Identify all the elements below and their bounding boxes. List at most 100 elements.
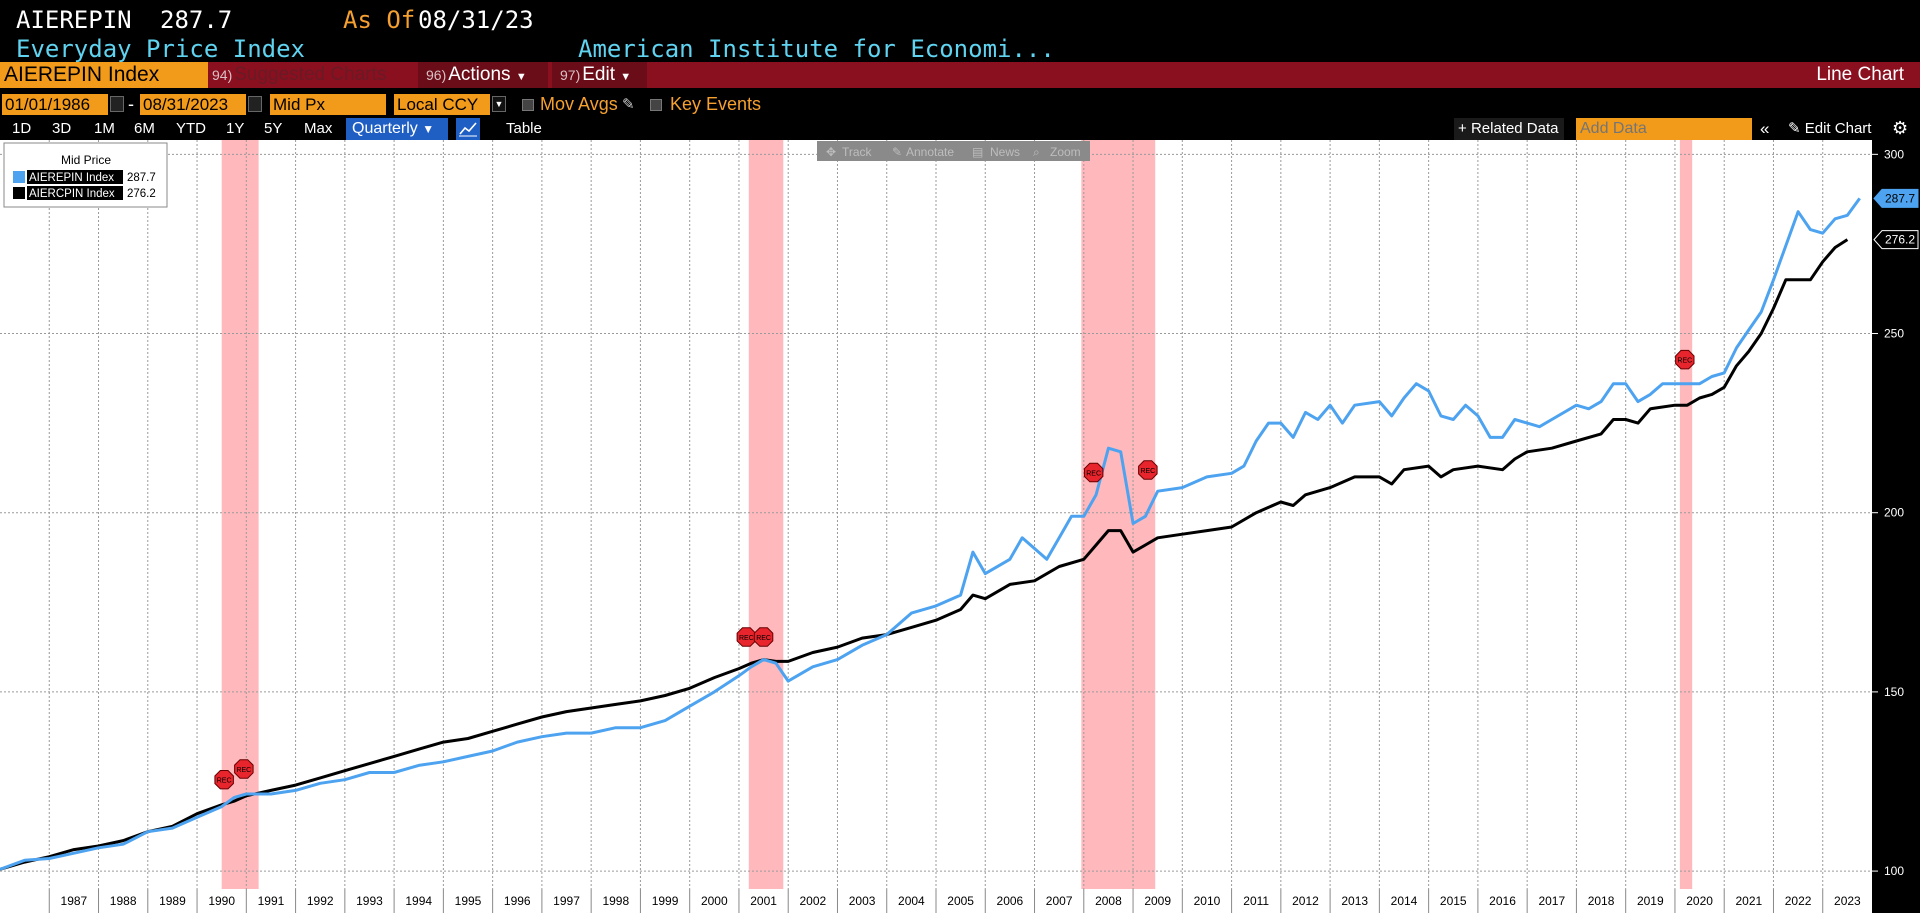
start-date-field[interactable]: 01/01/1986 bbox=[2, 94, 108, 115]
gear-icon[interactable]: ⚙ bbox=[1892, 118, 1909, 138]
as-of-date: 08/31/23 bbox=[418, 6, 534, 34]
x-tick-label: 2001 bbox=[750, 894, 777, 908]
period-6m[interactable]: 6M bbox=[134, 120, 155, 137]
add-data-input[interactable] bbox=[1576, 118, 1752, 140]
security-field[interactable]: AIEREPIN Index bbox=[0, 62, 208, 88]
header-bar bbox=[0, 0, 1920, 36]
period-3d[interactable]: 3D bbox=[52, 120, 72, 137]
x-tick-label: 1990 bbox=[208, 894, 235, 908]
mov-avgs-checkbox[interactable] bbox=[522, 99, 534, 111]
x-tick-label: 2007 bbox=[1046, 894, 1073, 908]
index-source: American Institute for Economi... bbox=[578, 35, 1055, 63]
chevron-down-icon[interactable]: ▼ bbox=[492, 96, 506, 112]
x-tick-label: 2023 bbox=[1834, 894, 1861, 908]
event-marker-label: REC bbox=[1677, 358, 1692, 365]
actions-menu[interactable]: 96) Actions ▼ bbox=[418, 62, 548, 88]
suggested-charts-button[interactable]: 94) Suggested Charts bbox=[212, 62, 386, 88]
chart-tool-annotate[interactable]: Annotate bbox=[906, 145, 954, 159]
x-tick-label: 2017 bbox=[1538, 894, 1565, 908]
x-tick-label: 2020 bbox=[1686, 894, 1713, 908]
y-tick-label: 150 bbox=[1884, 685, 1904, 699]
news-icon: ▤ bbox=[972, 145, 983, 159]
event-marker[interactable]: REC bbox=[753, 627, 774, 647]
ticker-symbol: AIEREPIN bbox=[16, 6, 132, 34]
x-tick-label: 1987 bbox=[61, 894, 88, 908]
event-marker-shape bbox=[1138, 460, 1158, 480]
last-value: 287.7 bbox=[160, 6, 233, 34]
chart-kind-label: Line Chart bbox=[1816, 64, 1904, 85]
calendar-icon[interactable] bbox=[248, 96, 262, 112]
frequency-select[interactable]: Quarterly ▼ bbox=[346, 118, 448, 140]
line-chart-icon[interactable] bbox=[456, 118, 480, 140]
edit-chart-button[interactable]: ✎ Edit Chart bbox=[1788, 118, 1871, 140]
table-button[interactable]: Table bbox=[506, 120, 542, 137]
chevron-down-icon: ▼ bbox=[422, 122, 435, 136]
legend-swatch-blue bbox=[13, 171, 25, 183]
event-marker[interactable]: REC bbox=[214, 770, 234, 790]
y-axis: 100 150 200 250 300 bbox=[1872, 140, 1920, 913]
event-marker-label: REC bbox=[739, 635, 754, 642]
end-date-field[interactable]: 08/31/2023 bbox=[140, 94, 246, 115]
period-ytd[interactable]: YTD bbox=[176, 120, 206, 137]
edit-label: Edit bbox=[582, 64, 615, 85]
as-of-label: As Of bbox=[343, 6, 416, 34]
period-5y[interactable]: 5Y bbox=[264, 120, 283, 137]
series-line-aiercpin bbox=[0, 238, 1849, 871]
event-marker[interactable]: REC bbox=[1083, 462, 1104, 483]
actions-label: Actions bbox=[448, 64, 511, 85]
x-tick-label: 2010 bbox=[1194, 894, 1221, 908]
x-tick-label: 1993 bbox=[356, 894, 383, 908]
legend-label-aierepin: AIEREPIN Index bbox=[29, 172, 114, 184]
suggested-label: Suggested Charts bbox=[234, 64, 387, 85]
event-marker[interactable]: REC bbox=[1138, 460, 1158, 480]
legend-label-bg bbox=[27, 170, 123, 184]
x-tick-label: 2012 bbox=[1292, 894, 1319, 908]
suggested-num: 94) bbox=[212, 67, 233, 83]
event-marker[interactable]: REC bbox=[736, 627, 757, 647]
legend: Mid Price AIEREPIN Index 287.7 AIERCPIN … bbox=[3, 142, 168, 208]
event-marker-shape bbox=[736, 627, 757, 647]
period-1y[interactable]: 1Y bbox=[226, 120, 245, 137]
collapse-chevrons-icon[interactable]: « bbox=[1760, 119, 1770, 138]
x-tick-label: 2022 bbox=[1785, 894, 1812, 908]
event-marker-shape bbox=[1083, 462, 1104, 483]
y-tick-label: 100 bbox=[1884, 864, 1904, 878]
event-marker[interactable]: REC bbox=[1675, 349, 1695, 370]
x-tick-label: 2018 bbox=[1588, 894, 1615, 908]
period-1d[interactable]: 1D bbox=[12, 120, 32, 137]
calendar-icon[interactable] bbox=[110, 96, 124, 112]
x-tick-label: 1998 bbox=[602, 894, 629, 908]
command-toolbar bbox=[0, 62, 1920, 88]
chart-tools[interactable]: ✥ Track ✎ Annotate ▤ News ⌕ Zoom bbox=[817, 141, 1090, 161]
recession-band bbox=[1081, 140, 1156, 889]
chart-tool-track[interactable]: Track bbox=[842, 145, 873, 159]
x-tick-label: 2014 bbox=[1391, 894, 1418, 908]
chart-tool-zoom[interactable]: Zoom bbox=[1050, 145, 1081, 159]
event-marker-label: REC bbox=[217, 778, 232, 785]
chart-tool-news[interactable]: News bbox=[990, 145, 1020, 159]
related-data-button[interactable]: + Related Data bbox=[1454, 118, 1564, 140]
x-tick-label: 2005 bbox=[947, 894, 974, 908]
key-events-checkbox[interactable] bbox=[650, 99, 662, 111]
edit-menu[interactable]: 97) Edit ▼ bbox=[552, 62, 647, 88]
x-axis: 1987 1988 1989 1990 1991 1992 1993 1994 1995 1996… bbox=[48, 889, 1861, 913]
currency-select[interactable]: Local CCY bbox=[394, 94, 490, 115]
event-marker-shape bbox=[214, 770, 234, 790]
period-1m[interactable]: 1M bbox=[94, 120, 115, 137]
actions-num: 96) bbox=[426, 67, 447, 83]
x-tick-label: 2016 bbox=[1489, 894, 1516, 908]
x-tick-label: 1995 bbox=[455, 894, 482, 908]
event-marker[interactable]: REC bbox=[234, 759, 254, 779]
move-icon: ✥ bbox=[826, 145, 836, 159]
edit-chart-label: Edit Chart bbox=[1804, 120, 1872, 137]
pencil-icon[interactable]: ✎ bbox=[622, 96, 635, 113]
x-tick-label: 2021 bbox=[1735, 894, 1762, 908]
period-max[interactable]: Max bbox=[304, 120, 333, 137]
frequency-label: Quarterly bbox=[352, 120, 418, 137]
last-value-tag bbox=[1873, 230, 1919, 250]
x-tick-label: 2004 bbox=[898, 894, 925, 908]
series-line-aierepin bbox=[0, 197, 1861, 871]
price-field-select[interactable]: Mid Px bbox=[270, 94, 386, 115]
